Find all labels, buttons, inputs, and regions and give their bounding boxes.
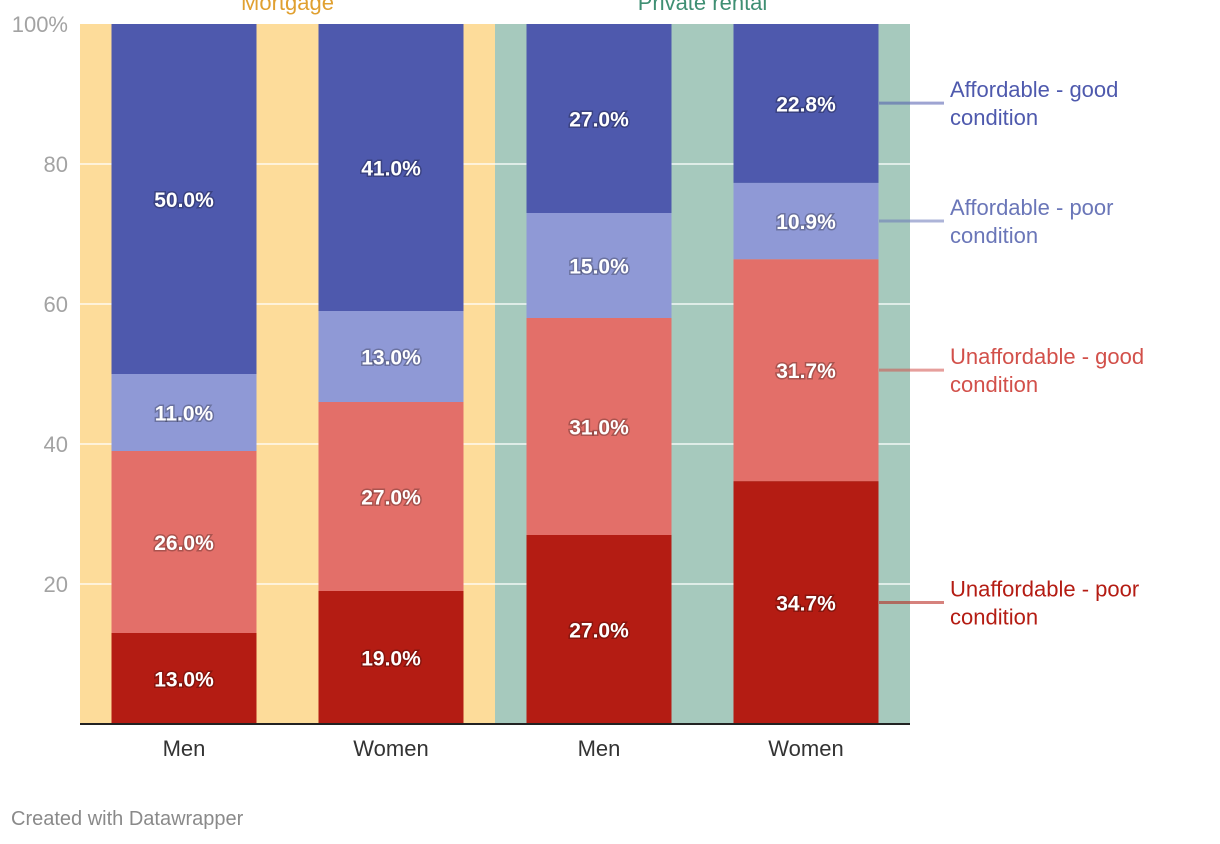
bar-segment <box>526 318 672 535</box>
legend-label: Unaffordable - poor condition <box>950 577 1139 630</box>
data-label: 31.0% <box>569 417 629 440</box>
data-label: 50.0% <box>154 189 214 212</box>
x-category-label: Women <box>768 736 843 761</box>
y-tick-label: 40 <box>44 432 68 457</box>
legend-label: Unaffordable - good condition <box>950 344 1144 397</box>
bar-segment <box>526 535 672 724</box>
x-category-label: Men <box>578 736 621 761</box>
group-label: Mortgage <box>241 0 334 15</box>
bar-segment <box>526 213 672 318</box>
group-label: Private rental <box>638 0 768 15</box>
y-tick-label: 100% <box>12 12 68 37</box>
bar-segment <box>111 451 257 633</box>
bar-segment <box>733 182 879 260</box>
bar-segment <box>111 24 257 374</box>
data-label: 27.0% <box>361 487 421 510</box>
y-tick-label: 60 <box>44 292 68 317</box>
data-label: 22.8% <box>776 93 836 116</box>
data-label: 41.0% <box>361 158 421 181</box>
data-label: 11.0% <box>155 403 214 426</box>
footer-credit: Created with Datawrapper <box>11 808 244 830</box>
bar-segment <box>526 24 672 213</box>
y-axis-ticks: 20 40 60 80 100% <box>12 12 68 597</box>
data-label: 13.0% <box>361 347 421 370</box>
data-label: 26.0% <box>154 532 214 555</box>
data-label: 27.0% <box>569 620 629 643</box>
bar-segment <box>733 24 879 183</box>
y-tick-label: 20 <box>44 572 68 597</box>
bars <box>111 24 879 724</box>
data-label: 13.0% <box>154 669 214 692</box>
bar-segment <box>318 402 464 591</box>
x-category-label: Men <box>163 736 206 761</box>
legend-label: Affordable - poor condition <box>950 195 1113 248</box>
bar-segment <box>111 633 257 724</box>
bar-segment <box>733 259 879 482</box>
bar-segment <box>318 24 464 311</box>
data-label: 19.0% <box>361 648 421 671</box>
bar-segment <box>318 591 464 724</box>
x-category-label: Women <box>353 736 428 761</box>
bar-segment <box>733 481 879 724</box>
bar-segment <box>111 374 257 451</box>
data-label: 27.0% <box>569 109 629 132</box>
category-labels: Men Women Men Women <box>163 736 844 761</box>
bar-segment <box>318 311 464 402</box>
data-label: 31.7% <box>776 360 836 383</box>
data-label: 10.9% <box>776 211 836 234</box>
data-label: 34.7% <box>776 593 836 616</box>
legend: Unaffordable - poor condition Unaffordable… <box>879 77 1144 630</box>
data-label: 15.0% <box>569 256 629 279</box>
legend-label: Affordable - good condition <box>950 77 1118 130</box>
y-tick-label: 80 <box>44 152 68 177</box>
value-labels: 13.0% 26.0% 11.0% 50.0% 19.0% 27.0% 13.0% 41.0%… <box>153 92 838 693</box>
group-labels: Mortgage Private rental <box>241 0 767 15</box>
